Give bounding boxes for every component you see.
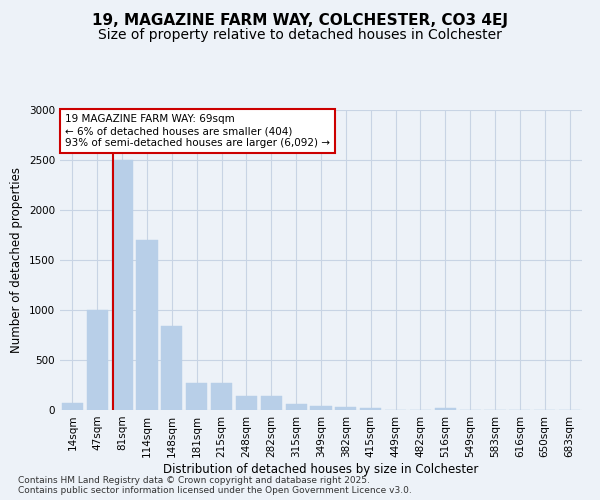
Bar (360, 408, 381, 410)
X-axis label: Distribution of detached houses by size in Colchester: Distribution of detached houses by size … (163, 462, 479, 475)
Bar (286, 404, 307, 410)
Bar (112, 160, 133, 410)
Bar (161, 326, 182, 410)
Bar (211, 383, 232, 410)
Bar (236, 396, 257, 410)
Bar (335, 406, 356, 410)
Text: 19 MAGAZINE FARM WAY: 69sqm
← 6% of detached houses are smaller (404)
93% of sem: 19 MAGAZINE FARM WAY: 69sqm ← 6% of deta… (65, 114, 330, 148)
Bar (310, 406, 332, 410)
Bar (435, 408, 456, 410)
Bar (186, 383, 207, 410)
Text: Contains HM Land Registry data © Crown copyright and database right 2025.
Contai: Contains HM Land Registry data © Crown c… (18, 476, 412, 495)
Bar (62, 403, 83, 410)
Bar (136, 240, 158, 410)
Text: Size of property relative to detached houses in Colchester: Size of property relative to detached ho… (98, 28, 502, 42)
Text: 19, MAGAZINE FARM WAY, COLCHESTER, CO3 4EJ: 19, MAGAZINE FARM WAY, COLCHESTER, CO3 4… (92, 12, 508, 28)
Bar (87, 310, 108, 410)
Bar (261, 396, 282, 410)
Y-axis label: Number of detached properties: Number of detached properties (10, 167, 23, 353)
